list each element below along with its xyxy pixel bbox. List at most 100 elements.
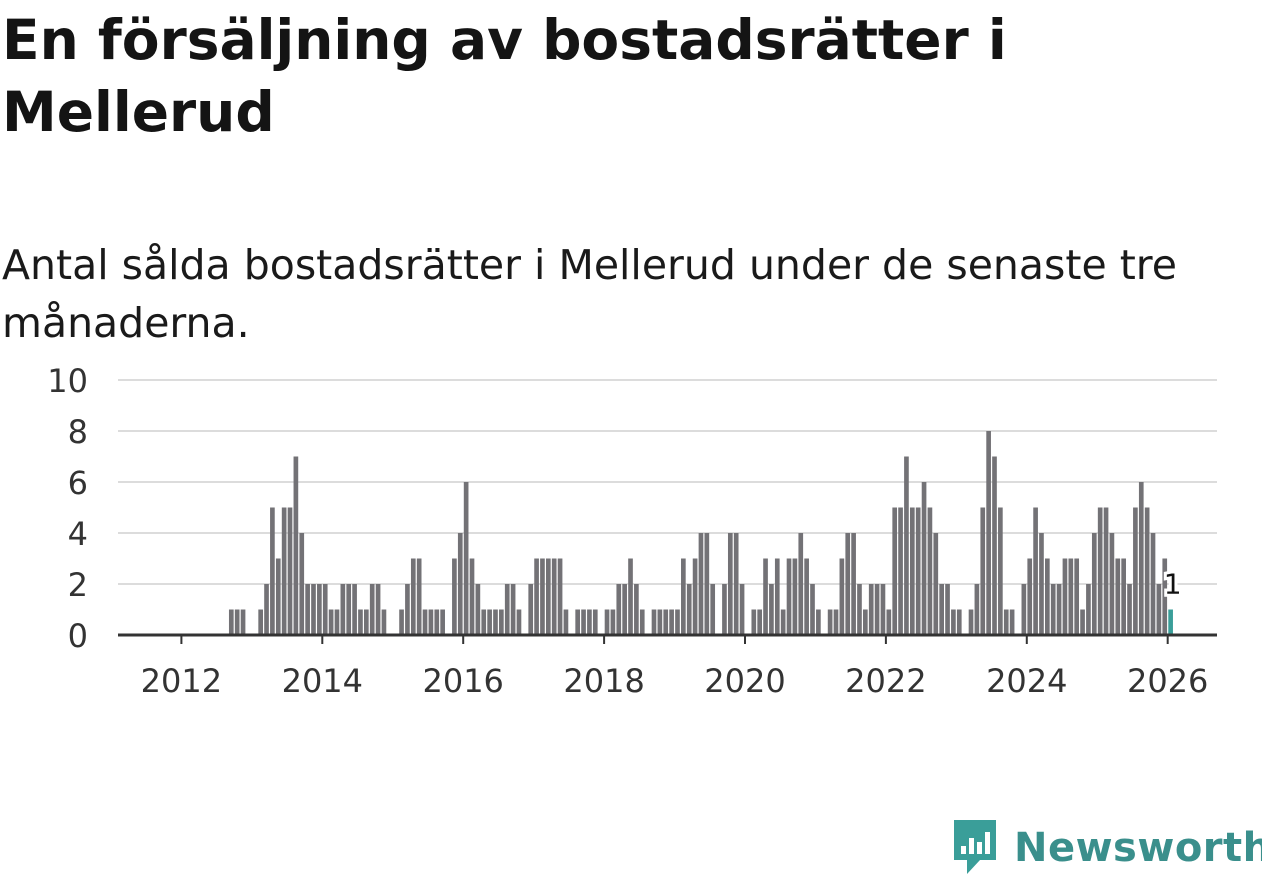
bar: [939, 584, 944, 635]
bar: [504, 584, 510, 635]
bar: [487, 609, 492, 635]
bar: [434, 609, 440, 635]
bar: [551, 558, 557, 635]
bar: [622, 584, 627, 635]
bar: [657, 609, 663, 635]
bar: [1062, 558, 1068, 635]
bar: [410, 558, 416, 635]
bar: [363, 609, 369, 635]
bar: [1133, 507, 1138, 635]
bar: [792, 558, 798, 635]
bar: [1150, 533, 1156, 635]
bar: [346, 584, 352, 635]
bar: [1168, 609, 1173, 635]
bar: [493, 609, 498, 635]
bar: [1109, 533, 1115, 635]
bar: [904, 456, 909, 635]
bar: [857, 584, 862, 635]
bar: [258, 609, 263, 635]
bar-chart: 0 2 4 6 8 10 2012 2014 2016 2018 2020 2022 2024 2026…: [47, 362, 1217, 700]
bar: [234, 609, 240, 635]
x-tick-label: 2014: [282, 662, 363, 700]
bar: [704, 533, 710, 635]
bar: [1127, 584, 1132, 635]
highlight-value-label: 1: [1164, 568, 1182, 601]
x-axis-ticks: [180, 635, 1169, 644]
newsworthy-logo-icon: [950, 816, 1000, 880]
bar: [733, 533, 739, 635]
bar: [322, 584, 328, 635]
bar: [563, 609, 569, 635]
x-tick-label: 2026: [1127, 662, 1208, 700]
chart-subtitle: Antal sålda bostadsrätter i Mellerud und…: [2, 241, 1177, 347]
bar: [992, 456, 997, 635]
bar: [616, 584, 622, 635]
bar: [581, 609, 586, 635]
bar: [892, 507, 898, 635]
bar: [1121, 558, 1126, 635]
chart-title: En försäljning av bostadsrätter i Meller…: [2, 8, 1007, 144]
bar: [839, 558, 845, 635]
bar: [352, 584, 357, 635]
x-axis-labels: 2012 2014 2016 2018 2020 2022 2024 2026: [141, 662, 1209, 700]
bar: [1003, 609, 1009, 635]
bar: [1033, 507, 1038, 635]
bar: [358, 609, 363, 635]
y-tick-label: 2: [68, 566, 88, 604]
bar: [628, 558, 633, 635]
x-tick-label: 2024: [986, 662, 1067, 700]
bar: [575, 609, 581, 635]
bar: [545, 558, 551, 635]
bar: [874, 584, 880, 635]
bar: [639, 609, 645, 635]
x-tick-label: 2020: [704, 662, 785, 700]
bar: [228, 609, 234, 635]
bar: [1156, 584, 1162, 635]
y-tick-label: 10: [47, 362, 88, 400]
bar: [651, 609, 657, 635]
bar: [275, 558, 281, 635]
bar: [898, 507, 903, 635]
bar: [1027, 558, 1033, 635]
bar: [428, 609, 434, 635]
bar: [763, 558, 768, 635]
x-tick-label: 2016: [422, 662, 503, 700]
bar: [769, 584, 774, 635]
bar: [405, 584, 410, 635]
bar: [974, 584, 980, 635]
bar: [945, 584, 950, 635]
bar: [1056, 584, 1062, 635]
bar: [663, 609, 669, 635]
bar: [240, 609, 246, 635]
y-tick-label: 4: [68, 515, 88, 553]
bar: [311, 584, 316, 635]
bar: [557, 558, 563, 635]
bar: [375, 584, 381, 635]
bar: [334, 609, 340, 635]
bar: [270, 507, 275, 635]
bar: [686, 584, 692, 635]
highlight-annotation: 1: [1161, 565, 1185, 604]
bar: [540, 558, 545, 635]
x-tick-label: 2018: [563, 662, 644, 700]
x-tick-label: 2022: [845, 662, 926, 700]
bar: [510, 584, 516, 635]
bar: [951, 609, 956, 635]
bar: [1138, 482, 1144, 635]
bar: [440, 609, 445, 635]
bar: [305, 584, 310, 635]
bar: [1068, 558, 1074, 635]
bar: [587, 609, 592, 635]
bar: [610, 609, 616, 635]
bar: [804, 558, 809, 635]
bar: [774, 558, 780, 635]
bar: [264, 584, 269, 635]
bar: [751, 609, 757, 635]
bar: [880, 584, 886, 635]
bar: [528, 584, 534, 635]
bar: [722, 584, 727, 635]
newsworthy-brand: Newsworthy: [950, 818, 1262, 878]
bar: [1039, 533, 1044, 635]
bar: [1086, 584, 1091, 635]
bar: [293, 456, 299, 635]
